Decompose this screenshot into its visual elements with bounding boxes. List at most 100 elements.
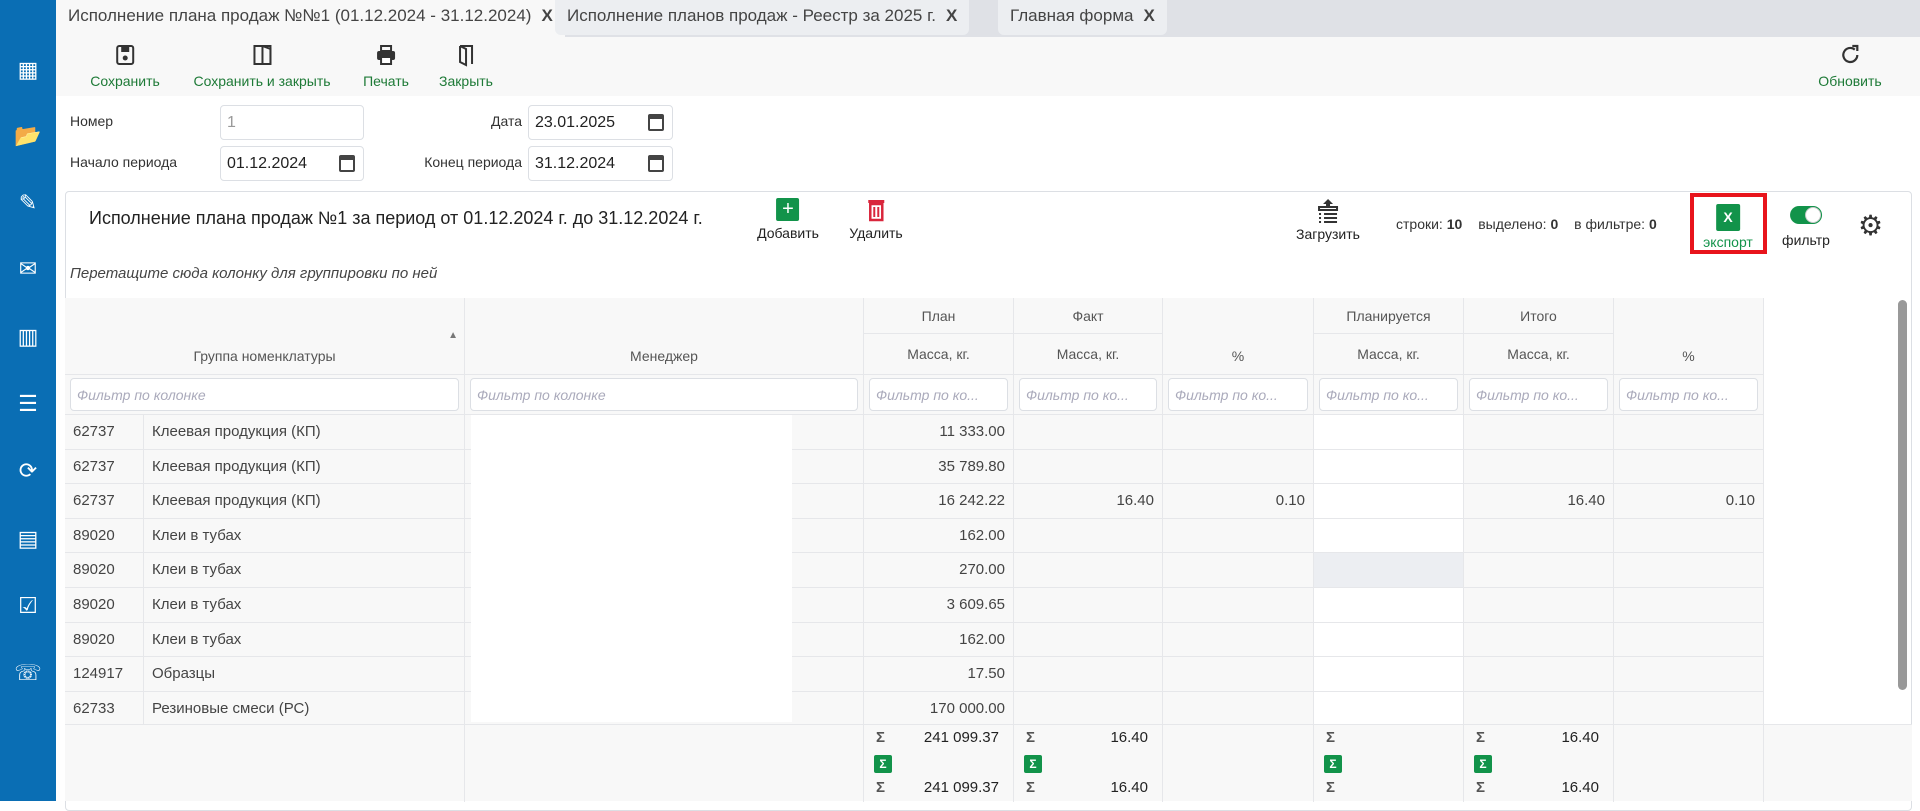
column-header-group[interactable]: Группа номенклатуры ▲ — [65, 298, 465, 375]
cell-planned-mass[interactable] — [1314, 587, 1464, 623]
date-field[interactable]: 23.01.2025 — [528, 105, 673, 140]
table-clock-icon[interactable]: ▤ — [17, 526, 39, 551]
cell-fact-mass: 16.40 — [1014, 484, 1163, 519]
cell-planned-mass[interactable] — [1314, 484, 1464, 519]
tab-main-form[interactable]: Главная форма X — [998, 0, 1167, 35]
column-header-total-pct[interactable]: % — [1614, 298, 1764, 375]
close-icon[interactable]: X — [541, 6, 553, 25]
cell-name: Клеевая продукция (КП) — [144, 449, 465, 485]
cell-planned-mass[interactable] — [1314, 691, 1464, 727]
column-header-fact-mass[interactable]: Масса, кг. — [1014, 334, 1163, 375]
pencil-icon[interactable]: ✎ — [18, 190, 38, 215]
table-row[interactable]: 62737 Клеевая продукция (КП) 16 242.22 16.4… — [65, 484, 1764, 519]
period-end-label: Конец периода — [424, 154, 522, 170]
cell-planned-mass[interactable] — [1314, 415, 1464, 450]
footer-plan: Σ 241 099.37 Σ Σ 241 099.37 — [864, 725, 1014, 802]
tab-registry[interactable]: Исполнение планов продаж - Реестр за 202… — [555, 0, 970, 35]
column-header-planned-mass[interactable]: Масса, кг. — [1314, 334, 1464, 375]
list-check-icon[interactable]: ☑ — [18, 593, 38, 618]
load-label: Загрузить — [1296, 226, 1360, 242]
period-start-field[interactable]: 01.12.2024 — [220, 146, 364, 181]
table-row[interactable]: 62737 Клеевая продукция (КП) 11 333.00 — [65, 415, 1764, 450]
close-icon[interactable]: X — [945, 6, 958, 25]
cell-fact-mass — [1014, 691, 1163, 727]
table-row[interactable]: 89020 Клеи в тубах 162.00 — [65, 518, 1764, 554]
filter-input-total-pct[interactable] — [1619, 378, 1758, 411]
column-header-total-mass[interactable]: Масса, кг. — [1464, 334, 1614, 375]
cell-planned-mass[interactable] — [1314, 449, 1464, 485]
cell-name: Клеевая продукция (КП) — [144, 484, 465, 519]
sum-selected-icon[interactable]: Σ — [1024, 755, 1042, 773]
print-button[interactable]: Печать — [363, 43, 409, 89]
envelope-icon[interactable]: ✉ — [18, 256, 38, 281]
filter-input-fact-pct[interactable] — [1168, 378, 1308, 411]
tab-plan-execution[interactable]: Исполнение плана продаж №№1 (01.12.2024 … — [56, 0, 565, 37]
cell-code: 124917 — [65, 657, 144, 692]
cell-planned-mass[interactable] — [1314, 622, 1464, 658]
sum-selected-icon[interactable]: Σ — [1474, 755, 1492, 773]
sync-icon[interactable]: ⟳ — [18, 458, 38, 483]
folder-open-icon[interactable]: 📂 — [14, 123, 42, 148]
close-icon[interactable]: X — [1143, 6, 1155, 25]
sum-icon: Σ — [1326, 729, 1336, 746]
cell-fact-mass — [1014, 449, 1163, 485]
toolbar: Сохранить Сохранить и закрыть Печать Зак… — [56, 37, 1920, 96]
sum-selected-icon[interactable]: Σ — [1324, 755, 1342, 773]
bar-chart-icon[interactable]: ▥ — [17, 324, 39, 349]
close-button[interactable]: Закрыть — [439, 43, 493, 89]
cell-fact-pct — [1163, 518, 1314, 554]
calendar-icon[interactable] — [339, 155, 355, 172]
vertical-scrollbar[interactable] — [1898, 300, 1907, 690]
gear-icon[interactable]: ⚙ — [1858, 210, 1884, 241]
list-download-icon[interactable]: ☰ — [18, 391, 38, 416]
group-drop-area[interactable]: Перетащите сюда колонку для группировки … — [70, 265, 438, 282]
sum-filtered-icon: Σ — [876, 779, 886, 796]
column-header-manager[interactable]: Менеджер — [465, 298, 864, 375]
calendar-icon[interactable] — [648, 155, 664, 172]
calendar-icon[interactable] — [648, 114, 664, 131]
sort-asc-icon[interactable]: ▲ — [448, 330, 458, 341]
cell-total-pct — [1614, 449, 1764, 485]
export-button[interactable]: X экспорт — [1703, 204, 1753, 250]
band-header-plan: План — [864, 298, 1014, 334]
phone-slash-icon[interactable]: ☏ — [14, 660, 42, 685]
sum-selected-icon[interactable]: Σ — [874, 755, 892, 773]
table-row[interactable]: 89020 Клеи в тубах 270.00 — [65, 553, 1764, 588]
cell-code: 89020 — [65, 622, 144, 658]
table-row[interactable]: 62737 Клеевая продукция (КП) 35 789.80 — [65, 449, 1764, 485]
cell-name: Резиновые смеси (РС) — [144, 691, 465, 727]
filter-input-fact-mass[interactable] — [1019, 378, 1157, 411]
cell-total-pct — [1614, 587, 1764, 623]
table-row[interactable]: 124917 Образцы 17.50 — [65, 657, 1764, 692]
table-row[interactable]: 89020 Клеи в тубах 3 609.65 — [65, 587, 1764, 623]
cell-planned-mass[interactable] — [1314, 518, 1464, 554]
period-end-field[interactable]: 31.12.2024 — [528, 146, 673, 181]
total-filtered-sum: 16.40 — [1561, 779, 1599, 796]
filter-input-plan-mass[interactable] — [869, 378, 1008, 411]
delete-button[interactable]: Удалить — [849, 198, 903, 241]
filter-input-planned-mass[interactable] — [1319, 378, 1458, 411]
table-row[interactable]: 62733 Резиновые смеси (РС) 170 000.00 — [65, 691, 1764, 727]
footer-cell — [1163, 725, 1314, 802]
load-button[interactable]: Загрузить — [1296, 198, 1360, 242]
save-and-close-button[interactable]: Сохранить и закрыть — [193, 43, 331, 89]
column-header-plan-mass[interactable]: Масса, кг. — [864, 334, 1014, 375]
qr-code-icon[interactable]: ▦ — [17, 57, 39, 82]
column-header-fact-pct[interactable]: % — [1163, 298, 1314, 375]
cell-planned-mass[interactable] — [1314, 657, 1464, 692]
number-field[interactable]: 1 — [220, 105, 364, 140]
refresh-button[interactable]: Обновить — [1818, 43, 1882, 89]
filter-input-manager[interactable] — [470, 378, 858, 411]
cell-plan-mass: 3 609.65 — [864, 587, 1014, 623]
cell-plan-mass: 162.00 — [864, 622, 1014, 658]
add-button[interactable]: + Добавить — [757, 198, 819, 241]
cell-plan-mass: 162.00 — [864, 518, 1014, 554]
filter-input-total-mass[interactable] — [1469, 378, 1608, 411]
cell-planned-mass[interactable] — [1314, 553, 1464, 588]
table-row[interactable]: 89020 Клеи в тубах 162.00 — [65, 622, 1764, 658]
filter-input-group[interactable] — [70, 378, 459, 411]
filtered-count: 0 — [1648, 216, 1657, 232]
save-button[interactable]: Сохранить — [90, 43, 160, 89]
cell-code: 89020 — [65, 587, 144, 623]
filter-toggle[interactable]: фильтр — [1782, 206, 1830, 248]
